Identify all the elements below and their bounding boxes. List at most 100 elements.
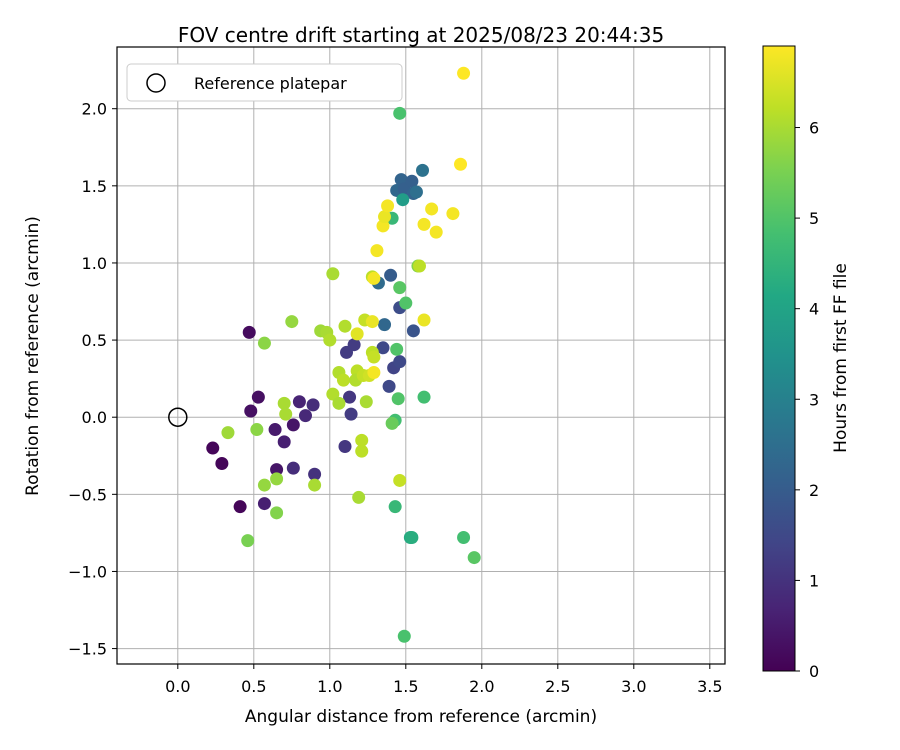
scatter-point <box>409 185 423 199</box>
scatter-points <box>206 66 481 643</box>
scatter-point <box>279 407 293 421</box>
scatter-point <box>332 396 346 410</box>
legend-box <box>126 63 403 102</box>
chart-title: FOV centre drift starting at 2025/08/23 … <box>178 23 664 47</box>
scatter-point <box>425 202 439 216</box>
x-tick-label: 0.5 <box>241 677 266 696</box>
scatter-point <box>376 341 390 355</box>
scatter-point <box>384 268 398 282</box>
scatter-point <box>393 106 407 120</box>
x-tick-label: 2.5 <box>545 677 570 696</box>
x-tick-label: 3.5 <box>697 677 722 696</box>
y-axis-ticks: −1.5 −1.0 −0.5 0.0 0.5 1.0 1.5 2.0 <box>68 100 117 659</box>
scatter-point <box>381 199 395 213</box>
scatter-point <box>338 319 352 333</box>
colorbar-tick-label: 5 <box>809 209 819 228</box>
scatter-point <box>405 531 419 545</box>
scatter-point <box>382 379 396 393</box>
legend-marker-open-circle <box>146 73 166 93</box>
scatter-point <box>365 315 379 329</box>
x-axis-label: Angular distance from reference (arcmin) <box>245 707 597 727</box>
scatter-point <box>326 387 340 401</box>
scatter-point <box>347 338 361 352</box>
scatter-point <box>454 157 468 171</box>
scatter-point <box>277 396 291 410</box>
y-tick-label: −1.0 <box>68 562 107 581</box>
scatter-point <box>393 473 407 487</box>
x-tick-label: 3.0 <box>621 677 646 696</box>
y-tick-label: 0.5 <box>82 331 107 350</box>
scatter-point <box>268 423 282 437</box>
scatter-point <box>270 463 284 477</box>
scatter-point <box>378 210 392 224</box>
scatter-point <box>416 163 430 177</box>
scatter-point <box>221 426 235 440</box>
scatter-point <box>417 390 431 404</box>
y-tick-label: 1.0 <box>82 254 107 273</box>
scatter-point <box>457 531 471 545</box>
scatter-point <box>352 490 366 504</box>
scatter-point <box>417 217 431 231</box>
colorbar <box>762 45 796 672</box>
colorbar-tick-label: 0 <box>809 662 819 681</box>
scatter-point <box>388 500 402 514</box>
scatter-point <box>270 472 284 486</box>
scatter-point <box>257 497 271 511</box>
scatter-point <box>326 267 340 281</box>
scatter-point <box>359 395 373 409</box>
y-tick-label: 2.0 <box>82 100 107 119</box>
scatter-point <box>270 506 284 520</box>
scatter-point <box>306 398 320 412</box>
scatter-point <box>242 325 256 339</box>
scatter-point <box>233 500 247 514</box>
scatter-point <box>355 444 369 458</box>
x-tick-label: 1.5 <box>393 677 418 696</box>
plot-area-frame <box>116 46 726 665</box>
scatter-point <box>257 478 271 492</box>
x-tick-label: 2.0 <box>469 677 494 696</box>
scatter-point <box>457 66 471 80</box>
scatter-point <box>378 318 392 332</box>
scatter-point <box>285 315 299 329</box>
x-tick-label: 0.0 <box>165 677 190 696</box>
scatter-point <box>308 467 322 481</box>
scatter-point <box>338 440 352 454</box>
scatter-point <box>277 435 291 449</box>
scatter-point <box>323 333 337 347</box>
colorbar-tick-label: 1 <box>809 571 819 590</box>
scatter-point <box>367 365 381 379</box>
y-tick-label: 0.0 <box>82 408 107 427</box>
scatter-point <box>250 423 264 437</box>
scatter-point <box>286 461 300 475</box>
y-tick-label: −1.5 <box>68 640 107 659</box>
scatter-point <box>399 296 413 310</box>
scatter-point <box>412 259 426 273</box>
scatter-point <box>429 225 443 239</box>
scatter-point <box>292 395 306 409</box>
grid-lines <box>117 47 725 664</box>
y-tick-label: −0.5 <box>68 485 107 504</box>
scatter-point <box>367 271 381 285</box>
scatter-point <box>397 629 411 643</box>
y-axis-label: Rotation from reference (arcmin) <box>23 216 43 496</box>
colorbar-tick-label: 6 <box>809 119 819 138</box>
scatter-point <box>206 441 220 455</box>
scatter-point <box>393 281 407 295</box>
scatter-point <box>391 392 405 406</box>
scatter-point <box>343 390 357 404</box>
scatter-point <box>385 416 399 430</box>
scatter-point <box>251 390 265 404</box>
scatter-point <box>355 433 369 447</box>
scatter-point <box>446 207 460 221</box>
scatter-point <box>417 313 431 327</box>
scatter-point <box>406 324 420 338</box>
legend: Reference platepar <box>126 63 403 102</box>
legend-label: Reference platepar <box>194 74 347 93</box>
x-tick-label: 1.0 <box>317 677 342 696</box>
colorbar-ticks: 0 1 2 3 4 5 6 <box>795 119 819 681</box>
colorbar-tick-label: 2 <box>809 481 819 500</box>
scatter-point <box>244 404 258 418</box>
scatter-point <box>344 407 358 421</box>
scatter-point <box>336 373 350 387</box>
